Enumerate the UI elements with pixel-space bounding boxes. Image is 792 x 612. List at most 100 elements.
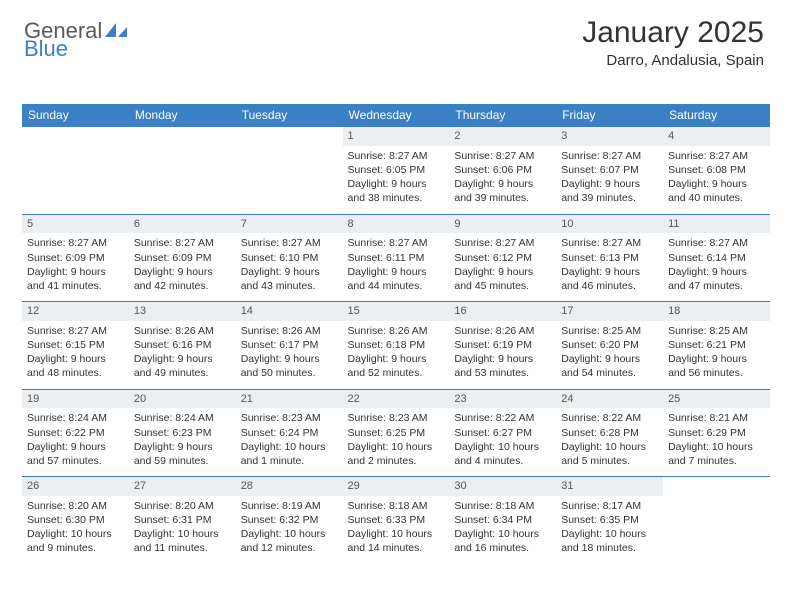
day-details: Sunrise: 8:27 AMSunset: 6:12 PMDaylight:… — [449, 233, 556, 301]
day-number: 18 — [663, 302, 770, 321]
day-details: Sunrise: 8:19 AMSunset: 6:32 PMDaylight:… — [236, 496, 343, 564]
day-details: Sunrise: 8:17 AMSunset: 6:35 PMDaylight:… — [556, 496, 663, 564]
weekday-header: Thursday — [449, 104, 556, 127]
day-number: 4 — [663, 127, 770, 146]
day-details: Sunrise: 8:27 AMSunset: 6:11 PMDaylight:… — [343, 233, 450, 301]
page-header: January 2025 Darro, Andalusia, Spain — [582, 16, 764, 69]
day-number: 2 — [449, 127, 556, 146]
brand-word2: Blue — [24, 38, 129, 60]
calendar-day-cell: 31Sunrise: 8:17 AMSunset: 6:35 PMDayligh… — [556, 477, 663, 564]
calendar-day-cell: 14Sunrise: 8:26 AMSunset: 6:17 PMDayligh… — [236, 302, 343, 390]
calendar-day-cell: 7Sunrise: 8:27 AMSunset: 6:10 PMDaylight… — [236, 214, 343, 302]
calendar-day-cell: 8Sunrise: 8:27 AMSunset: 6:11 PMDaylight… — [343, 214, 450, 302]
calendar-day-cell: 5Sunrise: 8:27 AMSunset: 6:09 PMDaylight… — [22, 214, 129, 302]
calendar-day-cell: 21Sunrise: 8:23 AMSunset: 6:24 PMDayligh… — [236, 389, 343, 477]
weekday-header: Monday — [129, 104, 236, 127]
calendar-day-cell: 19Sunrise: 8:24 AMSunset: 6:22 PMDayligh… — [22, 389, 129, 477]
day-details: Sunrise: 8:22 AMSunset: 6:27 PMDaylight:… — [449, 408, 556, 476]
day-number: 30 — [449, 477, 556, 496]
day-details: Sunrise: 8:27 AMSunset: 6:09 PMDaylight:… — [22, 233, 129, 301]
day-details: Sunrise: 8:24 AMSunset: 6:23 PMDaylight:… — [129, 408, 236, 476]
day-details: Sunrise: 8:24 AMSunset: 6:22 PMDaylight:… — [22, 408, 129, 476]
calendar-day-cell: 30Sunrise: 8:18 AMSunset: 6:34 PMDayligh… — [449, 477, 556, 564]
day-number: 12 — [22, 302, 129, 321]
weekday-header: Friday — [556, 104, 663, 127]
calendar-day-cell: 1Sunrise: 8:27 AMSunset: 6:05 PMDaylight… — [343, 127, 450, 215]
day-number: 10 — [556, 215, 663, 234]
day-number: 1 — [343, 127, 450, 146]
day-number: 7 — [236, 215, 343, 234]
weekday-header: Sunday — [22, 104, 129, 127]
day-details: Sunrise: 8:25 AMSunset: 6:21 PMDaylight:… — [663, 321, 770, 389]
calendar-day-cell: 16Sunrise: 8:26 AMSunset: 6:19 PMDayligh… — [449, 302, 556, 390]
day-details: Sunrise: 8:27 AMSunset: 6:14 PMDaylight:… — [663, 233, 770, 301]
calendar-week-row: 19Sunrise: 8:24 AMSunset: 6:22 PMDayligh… — [22, 389, 770, 477]
day-number: 20 — [129, 390, 236, 409]
day-details: Sunrise: 8:27 AMSunset: 6:10 PMDaylight:… — [236, 233, 343, 301]
day-number: 3 — [556, 127, 663, 146]
day-details: Sunrise: 8:26 AMSunset: 6:18 PMDaylight:… — [343, 321, 450, 389]
weekday-header: Tuesday — [236, 104, 343, 127]
day-number: 11 — [663, 215, 770, 234]
calendar-day-cell: 9Sunrise: 8:27 AMSunset: 6:12 PMDaylight… — [449, 214, 556, 302]
day-number: 13 — [129, 302, 236, 321]
calendar-day-cell: 29Sunrise: 8:18 AMSunset: 6:33 PMDayligh… — [343, 477, 450, 564]
calendar-day-cell — [129, 127, 236, 215]
day-number: 17 — [556, 302, 663, 321]
calendar-day-cell: 18Sunrise: 8:25 AMSunset: 6:21 PMDayligh… — [663, 302, 770, 390]
calendar-day-cell: 25Sunrise: 8:21 AMSunset: 6:29 PMDayligh… — [663, 389, 770, 477]
calendar: SundayMondayTuesdayWednesdayThursdayFrid… — [22, 104, 770, 564]
page-title: January 2025 — [582, 16, 764, 50]
day-details: Sunrise: 8:26 AMSunset: 6:17 PMDaylight:… — [236, 321, 343, 389]
calendar-week-row: 26Sunrise: 8:20 AMSunset: 6:30 PMDayligh… — [22, 477, 770, 564]
calendar-day-cell: 2Sunrise: 8:27 AMSunset: 6:06 PMDaylight… — [449, 127, 556, 215]
day-number: 9 — [449, 215, 556, 234]
calendar-week-row: 12Sunrise: 8:27 AMSunset: 6:15 PMDayligh… — [22, 302, 770, 390]
calendar-table: SundayMondayTuesdayWednesdayThursdayFrid… — [22, 104, 770, 564]
day-number: 28 — [236, 477, 343, 496]
day-number: 24 — [556, 390, 663, 409]
day-number: 19 — [22, 390, 129, 409]
brand-logo: GeneralBlue — [24, 20, 129, 60]
day-number: 15 — [343, 302, 450, 321]
day-number: 21 — [236, 390, 343, 409]
day-number: 14 — [236, 302, 343, 321]
weekday-header: Wednesday — [343, 104, 450, 127]
day-number: 31 — [556, 477, 663, 496]
calendar-day-cell: 28Sunrise: 8:19 AMSunset: 6:32 PMDayligh… — [236, 477, 343, 564]
calendar-day-cell: 3Sunrise: 8:27 AMSunset: 6:07 PMDaylight… — [556, 127, 663, 215]
calendar-day-cell: 27Sunrise: 8:20 AMSunset: 6:31 PMDayligh… — [129, 477, 236, 564]
day-number: 6 — [129, 215, 236, 234]
calendar-day-cell: 12Sunrise: 8:27 AMSunset: 6:15 PMDayligh… — [22, 302, 129, 390]
day-number: 8 — [343, 215, 450, 234]
day-number: 25 — [663, 390, 770, 409]
calendar-day-cell: 20Sunrise: 8:24 AMSunset: 6:23 PMDayligh… — [129, 389, 236, 477]
calendar-day-cell — [663, 477, 770, 564]
calendar-day-cell: 10Sunrise: 8:27 AMSunset: 6:13 PMDayligh… — [556, 214, 663, 302]
day-details: Sunrise: 8:26 AMSunset: 6:16 PMDaylight:… — [129, 321, 236, 389]
weekday-header-row: SundayMondayTuesdayWednesdayThursdayFrid… — [22, 104, 770, 127]
calendar-week-row: 5Sunrise: 8:27 AMSunset: 6:09 PMDaylight… — [22, 214, 770, 302]
day-number: 22 — [343, 390, 450, 409]
day-number: 5 — [22, 215, 129, 234]
page-location: Darro, Andalusia, Spain — [582, 52, 764, 69]
calendar-day-cell: 6Sunrise: 8:27 AMSunset: 6:09 PMDaylight… — [129, 214, 236, 302]
day-details: Sunrise: 8:18 AMSunset: 6:34 PMDaylight:… — [449, 496, 556, 564]
day-details: Sunrise: 8:27 AMSunset: 6:05 PMDaylight:… — [343, 146, 450, 214]
day-details: Sunrise: 8:18 AMSunset: 6:33 PMDaylight:… — [343, 496, 450, 564]
day-details: Sunrise: 8:27 AMSunset: 6:13 PMDaylight:… — [556, 233, 663, 301]
calendar-day-cell: 24Sunrise: 8:22 AMSunset: 6:28 PMDayligh… — [556, 389, 663, 477]
day-details: Sunrise: 8:23 AMSunset: 6:25 PMDaylight:… — [343, 408, 450, 476]
calendar-day-cell: 17Sunrise: 8:25 AMSunset: 6:20 PMDayligh… — [556, 302, 663, 390]
calendar-day-cell — [22, 127, 129, 215]
day-details: Sunrise: 8:20 AMSunset: 6:31 PMDaylight:… — [129, 496, 236, 564]
day-details: Sunrise: 8:27 AMSunset: 6:08 PMDaylight:… — [663, 146, 770, 214]
day-details: Sunrise: 8:27 AMSunset: 6:07 PMDaylight:… — [556, 146, 663, 214]
day-details: Sunrise: 8:27 AMSunset: 6:06 PMDaylight:… — [449, 146, 556, 214]
day-details: Sunrise: 8:22 AMSunset: 6:28 PMDaylight:… — [556, 408, 663, 476]
calendar-day-cell: 11Sunrise: 8:27 AMSunset: 6:14 PMDayligh… — [663, 214, 770, 302]
day-details: Sunrise: 8:23 AMSunset: 6:24 PMDaylight:… — [236, 408, 343, 476]
day-number: 29 — [343, 477, 450, 496]
day-details: Sunrise: 8:21 AMSunset: 6:29 PMDaylight:… — [663, 408, 770, 476]
day-number: 27 — [129, 477, 236, 496]
